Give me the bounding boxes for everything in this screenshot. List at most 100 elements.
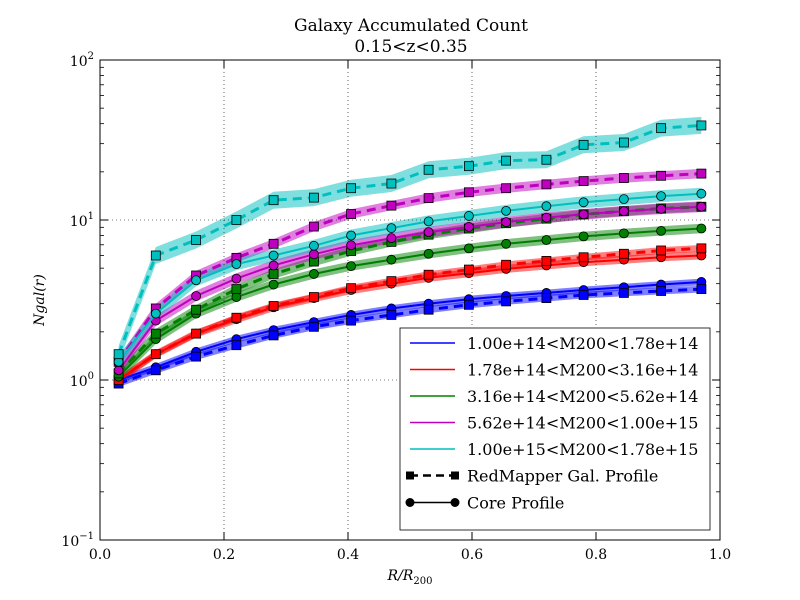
redmapper-line <box>117 123 702 355</box>
core-point <box>423 248 434 259</box>
redmapper-line <box>118 287 702 386</box>
legend-label: Core Profile <box>467 494 564 513</box>
core-point <box>346 240 357 251</box>
redmapper-line <box>117 205 702 375</box>
redmapper-point <box>423 164 434 175</box>
core-point <box>619 194 629 205</box>
redmapper-point <box>386 310 397 320</box>
redmapper-point <box>308 192 319 203</box>
core-band <box>118 187 702 368</box>
redmapper-point <box>619 248 629 259</box>
core-point <box>501 238 512 249</box>
redmapper-point <box>619 288 629 298</box>
core-point <box>308 269 319 279</box>
core-point <box>541 212 552 223</box>
y-tick-label: 102 <box>70 51 94 70</box>
y-tick-label: 101 <box>70 211 94 230</box>
x-tick-label: 1.0 <box>709 547 731 563</box>
core-line <box>117 227 702 378</box>
y-tick-exponent: 0 <box>88 371 94 382</box>
core-line <box>117 192 702 363</box>
redmapper-point <box>423 304 434 315</box>
redmapper-point <box>501 259 512 270</box>
core-point <box>696 223 707 234</box>
redmapper-point <box>696 168 707 179</box>
redmapper-point <box>231 340 242 351</box>
y-tick-base: 10 <box>70 214 88 230</box>
redmapper-point <box>541 179 552 190</box>
core-point <box>423 216 434 227</box>
redmapper-point <box>619 173 629 183</box>
core-point <box>113 365 124 376</box>
core-point <box>231 273 242 284</box>
redmapper-point <box>268 330 279 341</box>
legend-label: 1.00e+14<M200<1.78e+14 <box>467 334 698 353</box>
x-axis-label-sub: 200 <box>413 576 432 587</box>
redmapper-point <box>501 183 512 194</box>
redmapper-point <box>463 299 474 310</box>
core-point <box>423 227 434 238</box>
redmapper-point <box>308 221 319 232</box>
redmapper-point <box>231 312 242 323</box>
chart-subtitle: 0.15<z<0.35 <box>354 37 467 57</box>
redmapper-point <box>231 284 242 294</box>
core-point <box>463 211 474 221</box>
redmapper-point <box>696 120 707 131</box>
redmapper-point <box>346 183 357 194</box>
legend-marker <box>406 471 414 480</box>
redmapper-point <box>463 264 474 275</box>
core-point <box>386 254 397 265</box>
core-point <box>578 209 589 220</box>
redmapper-point <box>501 155 512 166</box>
redmapper-point <box>346 209 357 219</box>
core-point <box>268 250 279 261</box>
core-point <box>541 235 552 245</box>
core-point <box>308 240 319 251</box>
series-lines <box>113 120 707 389</box>
redmapper-point <box>386 276 397 287</box>
redmapper-point <box>346 315 357 326</box>
core-point <box>268 260 279 271</box>
core-point <box>191 275 202 286</box>
redmapper-point <box>346 283 357 294</box>
redmapper-point <box>386 178 397 189</box>
redmapper-band <box>118 116 702 363</box>
redmapper-point <box>423 269 434 280</box>
redmapper-point <box>423 193 434 204</box>
core-point <box>386 233 397 244</box>
core-band <box>118 201 702 376</box>
core-point <box>501 205 512 216</box>
y-tick-base: 10 <box>70 374 88 390</box>
redmapper-point <box>696 284 707 294</box>
y-tick-exponent: 2 <box>88 51 94 62</box>
core-point <box>656 203 666 214</box>
core-point <box>231 259 242 270</box>
redmapper-point <box>150 349 161 360</box>
legend-label: 1.00e+15<M200<1.78e+15 <box>467 440 698 459</box>
core-band <box>118 278 702 384</box>
x-tick-label: 0.2 <box>213 547 235 563</box>
redmapper-point <box>656 286 666 296</box>
core-point <box>268 279 279 290</box>
core-band <box>118 223 702 382</box>
core-point <box>578 231 589 242</box>
redmapper-point <box>268 195 279 206</box>
core-line <box>118 281 702 381</box>
redmapper-point <box>268 269 279 279</box>
core-point <box>346 230 357 241</box>
redmapper-point <box>308 321 319 332</box>
redmapper-point <box>463 161 474 172</box>
redmapper-point <box>541 293 552 303</box>
redmapper-line <box>117 246 702 382</box>
redmapper-point <box>150 365 161 376</box>
x-tick-label: 0.8 <box>585 547 607 563</box>
y-tick-label: 10−1 <box>61 531 94 550</box>
y-tick-exponent: −1 <box>79 531 94 542</box>
legend-label: 5.62e+14<M200<1.00e+15 <box>467 414 698 433</box>
y-tick-label: 100 <box>70 371 94 390</box>
redmapper-point <box>268 301 279 311</box>
plot-frame <box>99 59 721 541</box>
redmapper-point <box>268 238 279 249</box>
